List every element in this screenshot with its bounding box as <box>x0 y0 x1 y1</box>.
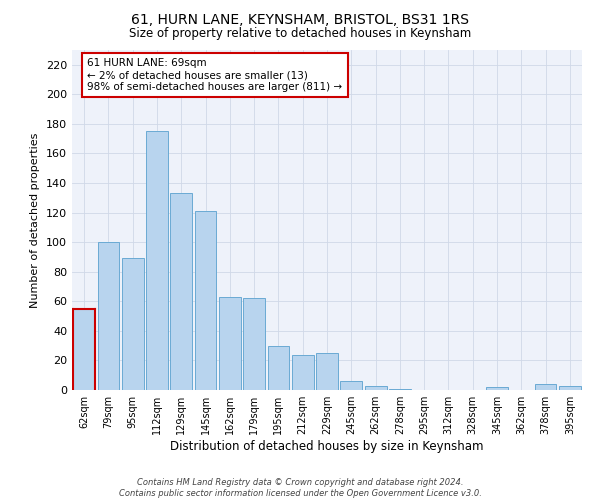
Bar <box>73 308 95 390</box>
Y-axis label: Number of detached properties: Number of detached properties <box>31 132 40 308</box>
Bar <box>535 384 556 390</box>
Bar <box>486 387 508 390</box>
Text: Size of property relative to detached houses in Keynsham: Size of property relative to detached ho… <box>129 28 471 40</box>
Bar <box>389 388 411 390</box>
X-axis label: Distribution of detached houses by size in Keynsham: Distribution of detached houses by size … <box>170 440 484 453</box>
Bar <box>170 194 192 390</box>
Bar <box>219 297 241 390</box>
Bar <box>97 242 119 390</box>
Text: 61 HURN LANE: 69sqm
← 2% of detached houses are smaller (13)
98% of semi-detache: 61 HURN LANE: 69sqm ← 2% of detached hou… <box>88 58 343 92</box>
Bar <box>243 298 265 390</box>
Bar <box>194 211 217 390</box>
Bar <box>122 258 143 390</box>
Bar <box>292 354 314 390</box>
Bar <box>146 132 168 390</box>
Text: 61, HURN LANE, KEYNSHAM, BRISTOL, BS31 1RS: 61, HURN LANE, KEYNSHAM, BRISTOL, BS31 1… <box>131 12 469 26</box>
Bar <box>365 386 386 390</box>
Bar <box>268 346 289 390</box>
Bar <box>559 386 581 390</box>
Text: Contains HM Land Registry data © Crown copyright and database right 2024.
Contai: Contains HM Land Registry data © Crown c… <box>119 478 481 498</box>
Bar <box>316 353 338 390</box>
Bar <box>340 381 362 390</box>
